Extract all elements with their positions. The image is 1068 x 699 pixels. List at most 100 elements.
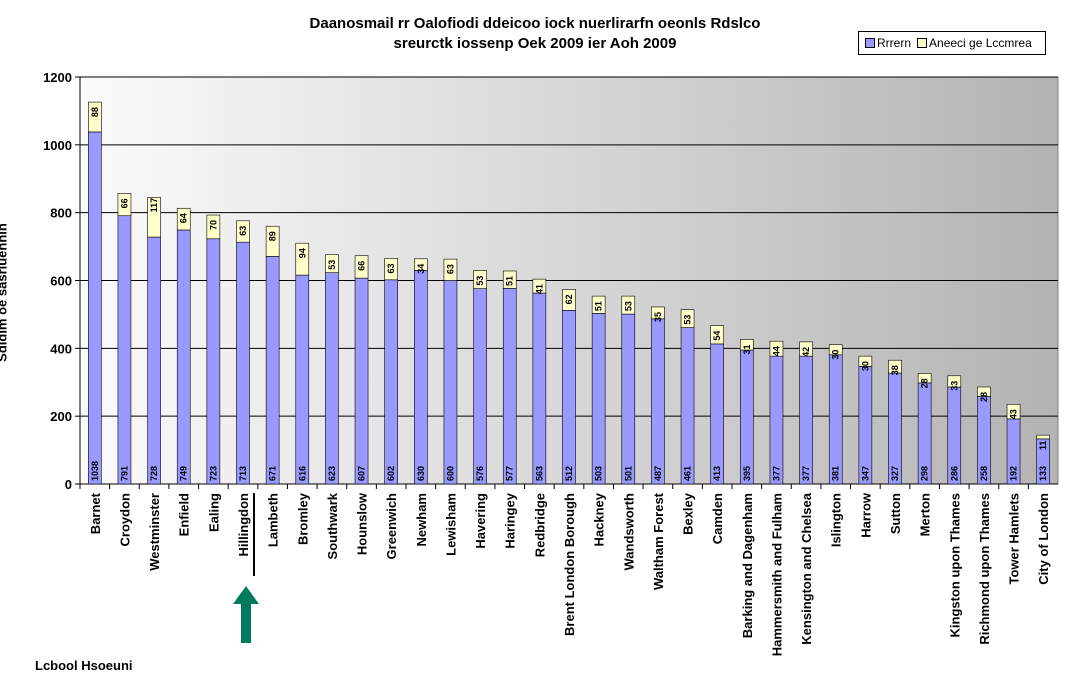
data-label-series-2: 30: [860, 361, 870, 371]
data-label-series-1: 512: [564, 466, 574, 481]
bar-series-2: [562, 289, 576, 311]
x-tick-label: Wandsworth: [621, 493, 636, 571]
data-label-series-1: 563: [534, 466, 544, 481]
x-tick-label: Enfield: [177, 493, 192, 536]
bar-series-2: [354, 255, 369, 279]
data-label-series-2: 66: [119, 198, 129, 208]
x-tick-label: Kensington and Chelsea: [799, 492, 814, 644]
x-tick-label: Waltham Forest: [651, 492, 666, 590]
y-tick-label: 0: [65, 477, 72, 492]
data-label-series-2: 44: [771, 346, 781, 356]
data-label-series-2: 31: [742, 344, 752, 354]
data-label-series-2: 54: [712, 331, 722, 341]
x-tick-label: Southwark: [325, 492, 340, 559]
data-label-series-1: 133: [1038, 466, 1048, 481]
bar-series-1: [680, 327, 695, 485]
x-tick-label: Redbridge: [532, 493, 547, 557]
data-label-series-2: 11: [1038, 441, 1048, 451]
bar-series-1: [532, 292, 547, 485]
data-label-series-1: 671: [268, 466, 278, 481]
data-label-series-1: 600: [445, 466, 455, 481]
data-label-series-2: 30: [831, 350, 841, 360]
bar-series-2: [443, 258, 458, 281]
data-label-series-2: 53: [475, 276, 485, 286]
bar-series-2: [414, 258, 428, 271]
data-label-series-2: 51: [505, 276, 515, 286]
data-label-series-1: 630: [416, 466, 426, 481]
chart-legend: Rrrern Aneeci ge Lccmrea: [858, 31, 1046, 55]
data-label-series-2: 63: [386, 263, 396, 273]
x-tick-label: Merton: [918, 493, 933, 536]
bar-series-1: [443, 280, 458, 485]
data-label-series-1: 723: [208, 466, 218, 481]
bar-series-2: [1006, 403, 1021, 420]
bar-series-1: [828, 354, 843, 485]
data-label-series-1: 501: [623, 466, 633, 481]
y-tick-label: 1000: [43, 138, 72, 153]
x-tick-label: Tower Hamlets: [1007, 493, 1022, 585]
data-label-series-1: 258: [979, 466, 989, 481]
x-tick-label: Greenwich: [384, 493, 399, 560]
bar-series-2: [1036, 434, 1050, 440]
data-label-series-2: 51: [594, 301, 604, 311]
legend-label-series-2: Aneeci ge Lccmrea: [929, 36, 1032, 50]
chart-title-line-1: Daanosmail rr Oalofiodi ddeicoo iock nue…: [309, 15, 761, 32]
data-label-series-2: 42: [801, 347, 811, 357]
x-tick-label: Hammersmith and Fulham: [769, 493, 784, 656]
legend-swatch-series-2: [917, 38, 928, 48]
data-label-series-2: 53: [623, 301, 633, 311]
bar-series-2: [710, 325, 724, 345]
bar-series-2: [799, 341, 813, 357]
data-label-series-1: 377: [771, 466, 781, 481]
bar-series-1: [740, 349, 754, 485]
x-tick-label: Lewisham: [443, 493, 458, 556]
x-tick-label: Camden: [710, 493, 725, 544]
bar-series-2: [651, 306, 665, 320]
bar-series-1: [710, 343, 724, 485]
x-tick-label: Islington: [829, 493, 844, 547]
data-label-series-2: 70: [208, 220, 218, 230]
bar-series-2: [977, 386, 991, 397]
bar-series-1: [799, 355, 813, 485]
bar-series-2: [532, 278, 547, 294]
data-label-series-1: 298: [920, 466, 930, 481]
x-tick-label: Harrow: [858, 492, 873, 538]
bar-series-1: [176, 229, 191, 485]
data-label-series-1: 1038: [90, 461, 100, 481]
y-tick-label: 800: [50, 206, 72, 221]
bar-series-1: [354, 277, 369, 485]
x-tick-label: Croydon: [117, 493, 132, 547]
data-label-series-2: 41: [534, 284, 544, 294]
bar-series-2: [473, 270, 487, 289]
x-tick-label: Richmond upon Thames: [977, 493, 992, 645]
bar-series-2: [858, 355, 873, 367]
data-label-series-1: 728: [149, 466, 159, 481]
bar-series-2: [917, 373, 932, 384]
legend-item-series-2: Aneeci ge Lccmrea: [917, 36, 1032, 50]
x-tick-label: Havering: [473, 493, 488, 549]
data-label-series-1: 713: [238, 466, 248, 481]
data-label-series-1: 602: [386, 466, 396, 481]
bar-series-1: [325, 272, 339, 485]
x-tick-label: Barking and Dagenham: [740, 493, 755, 638]
bar-series-1: [236, 241, 250, 485]
y-tick-label: 1200: [43, 70, 72, 85]
bar-series-2: [384, 258, 398, 281]
data-label-series-2: 38: [890, 365, 900, 375]
legend-swatch-series-1: [865, 38, 875, 48]
x-tick-label: Hillingdon: [236, 493, 251, 557]
bar-series-1: [769, 355, 784, 485]
bar-series-2: [325, 254, 339, 273]
x-tick-label: City of London: [1036, 493, 1051, 585]
bar-series-1: [502, 288, 517, 485]
bar-series-2: [680, 309, 695, 328]
x-axis-title: Lcbool Hsoeuni: [35, 658, 133, 673]
data-label-series-2: 28: [979, 392, 989, 402]
data-label-series-2: 43: [1009, 409, 1019, 419]
data-label-series-2: 53: [683, 315, 693, 325]
bar-series-2: [295, 242, 310, 276]
data-label-series-2: 66: [357, 261, 367, 271]
x-tick-label: Bromley: [295, 492, 310, 545]
bar-series-2: [591, 295, 606, 314]
